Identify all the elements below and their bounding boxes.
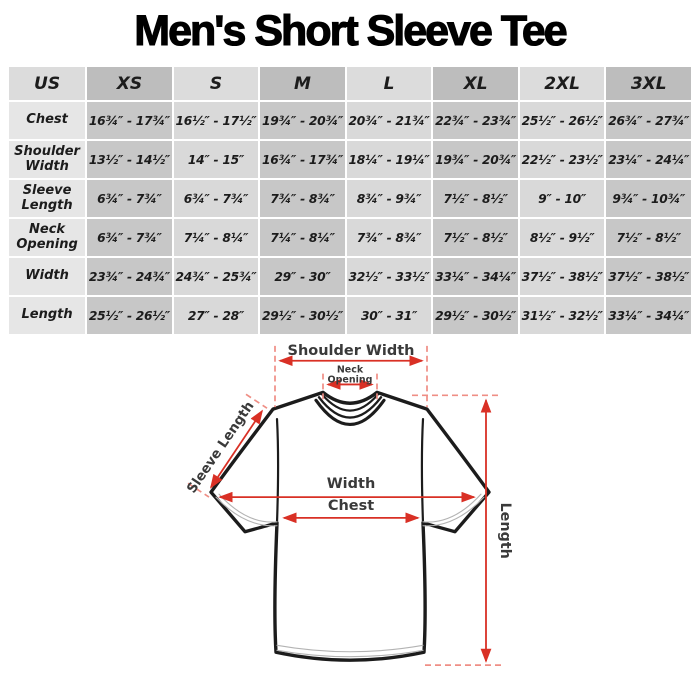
table-row-length: Length 25½″ - 26½″ 27″ - 28″ 29½″ - 30½″…	[9, 297, 691, 334]
cell-value: 6¾″ - 7¾″	[173, 180, 259, 217]
cell-value: 7½″ - 8½″	[433, 219, 518, 256]
length-label: Length	[497, 503, 513, 559]
cell-value: 14″ - 15″	[173, 141, 259, 178]
cell-value: 37½″ - 38½″	[519, 258, 605, 295]
dimension-guides	[187, 345, 502, 666]
neck-opening-label-line1: Neck	[337, 365, 364, 376]
tshirt-outline	[209, 390, 491, 662]
cell-value: 9¾″ - 10¾″	[606, 180, 691, 217]
column-header-s: S	[173, 67, 259, 100]
cell-value: 16¾″ - 17¾″	[260, 141, 345, 178]
cell-value: 8¾″ - 9¾″	[346, 180, 432, 217]
cell-value: 23¾″ - 24¾″	[87, 258, 172, 295]
cell-value: 19¾″ - 20¾″	[260, 102, 345, 139]
size-chart-table: US XS S M L XL 2XL 3XL Chest 16¾″ - 17¾″…	[7, 65, 693, 336]
cell-value: 24¾″ - 25¾″	[173, 258, 259, 295]
cell-value: 33¼″ - 34¼″	[606, 297, 691, 334]
dimension-arrows	[210, 355, 492, 663]
column-header-us: US	[9, 67, 86, 100]
row-label: Width	[9, 258, 86, 295]
header-row: US XS S M L XL 2XL 3XL	[9, 67, 691, 100]
cell-value: 8½″ - 9½″	[519, 219, 605, 256]
cell-value: 7½″ - 8½″	[606, 219, 691, 256]
cell-value: 33¼″ - 34¼″	[433, 258, 518, 295]
cell-value: 29½″ - 30½″	[433, 297, 518, 334]
cell-value: 7¼″ - 8¼″	[173, 219, 259, 256]
cell-value: 6¾″ - 7¾″	[87, 180, 172, 217]
row-label: Chest	[9, 102, 86, 139]
table-row-width: Width 23¾″ - 24¾″ 24¾″ - 25¾″ 29″ - 30″ …	[9, 258, 691, 295]
neck-opening-label-line2: Opening	[328, 375, 373, 386]
cell-value: 37½″ - 38½″	[606, 258, 691, 295]
tshirt-diagram-svg: Shoulder Width Neck Opening Sleeve Lengt…	[185, 343, 513, 666]
cell-value: 9″ - 10″	[519, 180, 605, 217]
cell-value: 29″ - 30″	[260, 258, 345, 295]
cell-value: 22¾″ - 23¾″	[433, 102, 518, 139]
cell-value: 32½″ - 33½″	[346, 258, 432, 295]
column-header-3xl: 3XL	[606, 67, 691, 100]
cell-value: 7¾″ - 8¾″	[346, 219, 432, 256]
table-row-shoulder-width: Shoulder Width 13½″ - 14½″ 14″ - 15″ 16¾…	[9, 141, 691, 178]
shoulder-width-label: Shoulder Width	[288, 343, 415, 359]
width-label: Width	[327, 476, 376, 492]
cell-value: 23¼″ - 24¼″	[606, 141, 691, 178]
cell-value: 29½″ - 30½″	[260, 297, 345, 334]
column-header-2xl: 2XL	[519, 67, 605, 100]
cell-value: 6¾″ - 7¾″	[87, 219, 172, 256]
cell-value: 18¼″ - 19¼″	[346, 141, 432, 178]
table-row-neck-opening: Neck Opening 6¾″ - 7¾″ 7¼″ - 8¼″ 7¼″ - 8…	[9, 219, 691, 256]
cell-value: 13½″ - 14½″	[87, 141, 172, 178]
column-header-m: M	[260, 67, 345, 100]
sleeve-length-arrow	[210, 409, 263, 489]
row-label: Neck Opening	[9, 219, 86, 256]
table-row-chest: Chest 16¾″ - 17¾″ 16½″ - 17½″ 19¾″ - 20¾…	[9, 102, 691, 139]
row-label: Shoulder Width	[9, 141, 86, 178]
cell-value: 19¾″ - 20¾″	[433, 141, 518, 178]
size-chart-page: Men's Short Sleeve Tee US XS S M L XL 2X…	[0, 7, 700, 700]
chest-label: Chest	[328, 498, 374, 514]
cell-value: 16½″ - 17½″	[173, 102, 259, 139]
cell-value: 27″ - 28″	[173, 297, 259, 334]
cell-value: 31½″ - 32½″	[519, 297, 605, 334]
row-label: Length	[9, 297, 86, 334]
cell-value: 26¾″ - 27¾″	[606, 102, 691, 139]
cell-value: 7¾″ - 8¾″	[260, 180, 345, 217]
column-header-xs: XS	[87, 67, 172, 100]
cell-value: 30″ - 31″	[346, 297, 432, 334]
cell-value: 22½″ - 23½″	[519, 141, 605, 178]
cell-value: 25½″ - 26½″	[87, 297, 172, 334]
cell-value: 25½″ - 26½″	[519, 102, 605, 139]
column-header-xl: XL	[433, 67, 518, 100]
column-header-l: L	[346, 67, 432, 100]
cell-value: 16¾″ - 17¾″	[87, 102, 172, 139]
table-row-sleeve-length: Sleeve Length 6¾″ - 7¾″ 6¾″ - 7¾″ 7¾″ - …	[9, 180, 691, 217]
cell-value: 7¼″ - 8¼″	[260, 219, 345, 256]
page-title: Men's Short Sleeve Tee	[134, 7, 569, 55]
measurement-diagram: Shoulder Width Neck Opening Sleeve Lengt…	[0, 338, 700, 678]
row-label: Sleeve Length	[9, 180, 86, 217]
cell-value: 7½″ - 8½″	[433, 180, 518, 217]
cell-value: 20¾″ - 21¾″	[346, 102, 432, 139]
